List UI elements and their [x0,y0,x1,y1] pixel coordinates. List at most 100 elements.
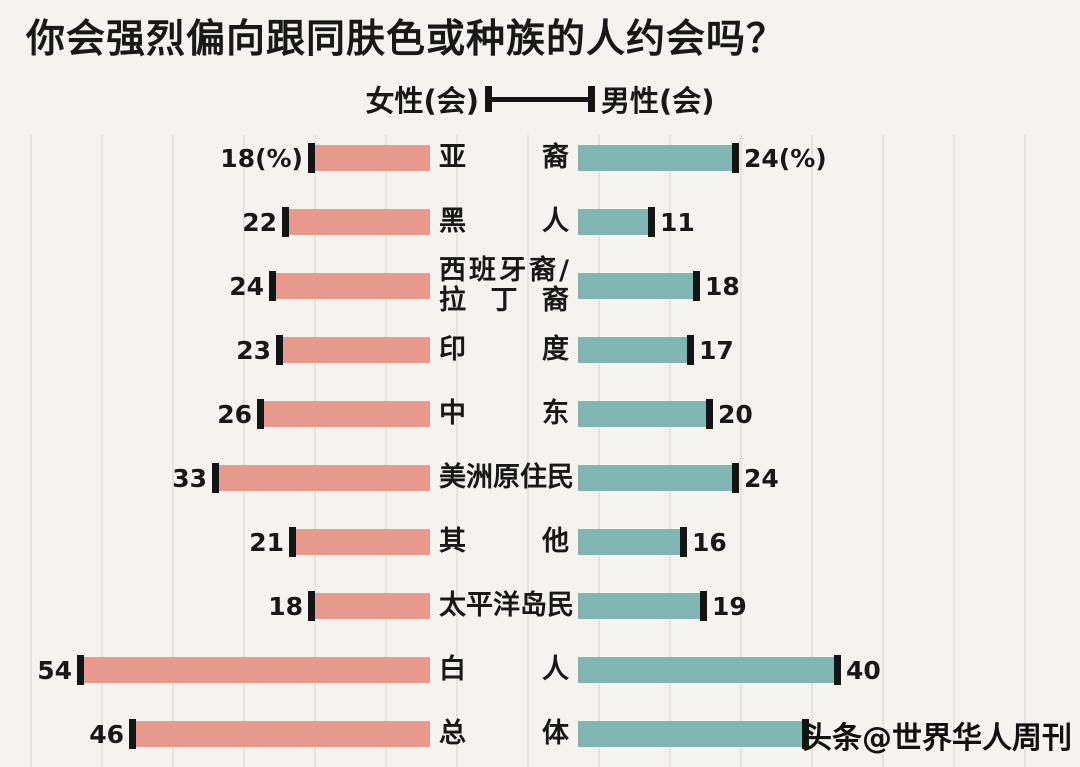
chart-row: 23 印度 17 [0,318,1080,382]
legend-connector-icon [485,86,595,112]
chart-row: 54 白人 40 [0,638,1080,702]
category-label: 亚裔 [430,143,578,173]
chart-row: 22 黑人 11 [0,190,1080,254]
female-value-label: 21 [249,527,284,557]
male-bar-group: 20 [578,399,1080,429]
male-bar-group [578,719,1080,749]
category-label-line: 黑人 [439,206,569,237]
chart-row: 18(%) 亚裔 24(%) [0,126,1080,190]
female-bar-tick [308,143,315,173]
category-label-line: 太平洋岛民 [439,590,574,621]
male-bar [578,401,706,427]
chart-row: 46 总体 [0,702,1080,766]
female-bar-group: 18(%) [0,143,430,173]
female-value-label: 26 [217,399,252,429]
female-value-label: 46 [89,719,124,749]
male-value-label: 11 [660,207,695,237]
male-bar [578,145,732,171]
chart-row: 26 中东 20 [0,382,1080,446]
male-bar-group: 18 [578,271,1080,301]
female-bar [276,273,430,299]
female-bar [136,721,430,747]
category-label-line: 亚裔 [439,142,569,173]
category-label-line: 美洲原住民 [439,462,574,493]
female-value-label: 18(%) [220,143,303,173]
watermark: 头条@世界华人周刊 [802,721,1072,756]
male-bar [578,465,732,491]
male-bar [578,337,687,363]
male-value-label: 24(%) [744,143,827,173]
female-bar-tick [289,527,296,557]
category-label-line: 中东 [439,398,569,429]
chart-title: 你会强烈偏向跟同肤色或种族的人约会吗？ [26,17,787,62]
female-bar [219,465,430,491]
category-label: 总体 [430,719,578,749]
male-value-label: 18 [705,271,740,301]
legend-female-label: 女性(会) [365,84,479,118]
female-bar-tick [257,399,264,429]
category-label: 白人 [430,655,578,685]
category-label: 美洲原住民 [430,463,578,493]
male-bar [578,273,693,299]
male-bar-tick [693,271,700,301]
female-bar-group: 18 [0,591,430,621]
legend-cap-right-icon [588,86,595,112]
female-bar-tick [308,591,315,621]
female-bar-group: 21 [0,527,430,557]
female-bar-group: 46 [0,719,430,749]
category-label: 黑人 [430,207,578,237]
male-bar-tick [648,207,655,237]
female-bar-group: 24 [0,271,430,301]
male-value-label: 16 [692,527,727,557]
male-value-label: 20 [718,399,753,429]
male-bar-tick [732,463,739,493]
female-value-label: 22 [242,207,277,237]
female-bar [283,337,430,363]
female-value-label: 23 [236,335,271,365]
male-bar [578,657,834,683]
female-bar-tick [129,719,136,749]
male-bar-tick [802,719,809,749]
female-bar-tick [77,655,84,685]
category-label: 其他 [430,527,578,557]
category-label: 西班牙裔 / 拉丁裔 [430,256,578,316]
female-bar-tick [212,463,219,493]
category-label-line: 其他 [439,526,569,557]
male-bar-group: 17 [578,335,1080,365]
category-label-line: 总体 [439,718,569,749]
male-value-label: 19 [712,591,747,621]
category-label-line: 西班牙裔 / [439,255,569,286]
female-bar [289,209,430,235]
chart-rows: 18(%) 亚裔 24(%) 22 黑人 11 24 西班牙裔 / 拉丁裔 18 23 印度 17 26 中东… [0,126,1080,766]
male-bar [578,593,700,619]
chart-row: 21 其他 16 [0,510,1080,574]
male-bar-tick [700,591,707,621]
female-bar [315,145,430,171]
male-value-label: 17 [699,335,734,365]
male-bar-tick [706,399,713,429]
legend-male-label: 男性(会) [601,84,715,118]
male-bar [578,209,648,235]
female-value-label: 33 [172,463,207,493]
category-label-line: 印度 [439,334,569,365]
female-bar-group: 22 [0,207,430,237]
category-label-line: 拉丁裔 [439,285,569,316]
male-value-label: 40 [846,655,881,685]
category-label: 太平洋岛民 [430,591,578,621]
female-bar-group: 26 [0,399,430,429]
female-value-label: 24 [229,271,264,301]
female-bar-tick [276,335,283,365]
female-value-label: 54 [37,655,72,685]
female-bar [296,529,430,555]
female-bar-group: 54 [0,655,430,685]
male-bar-group: 16 [578,527,1080,557]
male-value-label: 24 [744,463,779,493]
male-bar-group: 24 [578,463,1080,493]
female-bar-tick [269,271,276,301]
category-label-line: 白人 [439,654,569,685]
female-bar [315,593,430,619]
male-bar-tick [732,143,739,173]
female-bar-tick [282,207,289,237]
legend: 女性(会) 男性(会) [0,78,1080,120]
